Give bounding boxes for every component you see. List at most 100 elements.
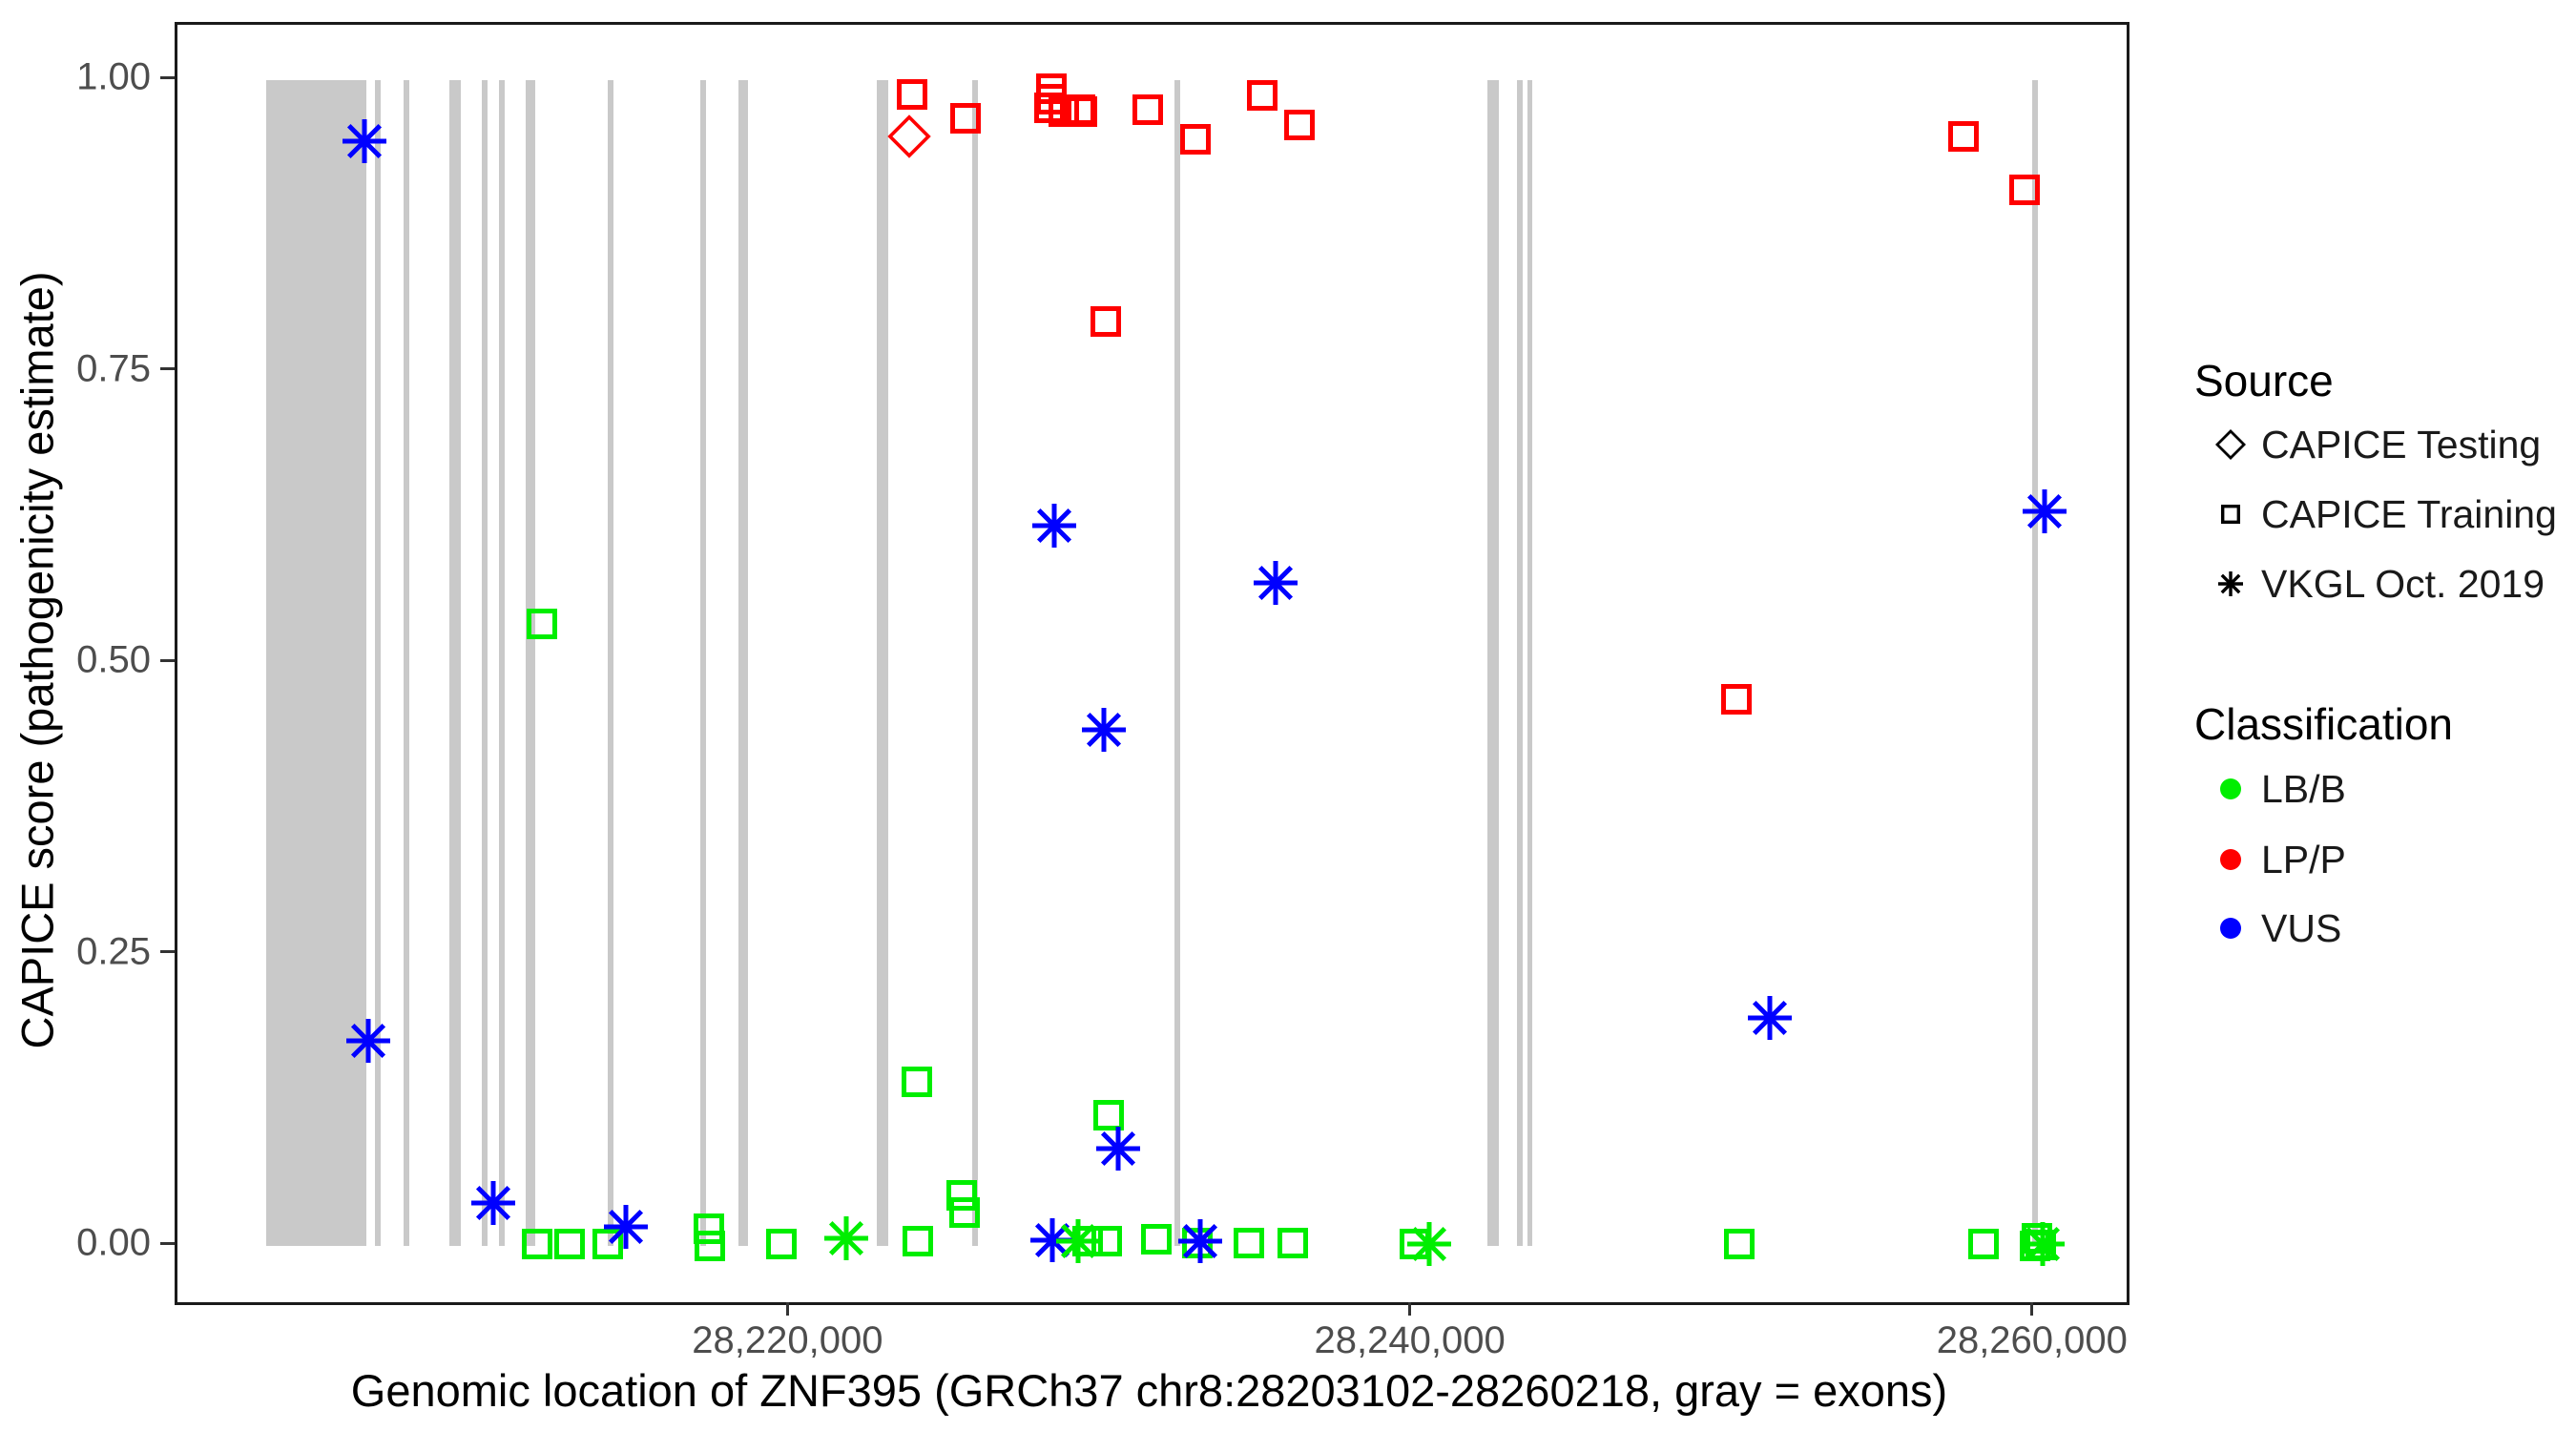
data-point-square: [1720, 683, 1753, 716]
data-point-square: [1723, 1228, 1755, 1260]
y-axis-tick: [160, 950, 175, 954]
y-axis-tick: [160, 658, 175, 662]
data-point-asterisk: [602, 1203, 650, 1251]
source-legend-label: CAPICE Training: [2261, 491, 2557, 536]
y-axis-tick-label: 0.50: [76, 638, 151, 681]
classification-legend-label: LP/P: [2261, 837, 2346, 881]
x-axis-tick-label: 28,240,000: [1314, 1319, 1506, 1361]
data-point-asterisk: [1405, 1220, 1453, 1268]
classification-legend-title: Classification: [2194, 699, 2453, 749]
classification-legend-item: LP/P: [2204, 836, 2346, 883]
circle-icon: [2204, 847, 2257, 872]
data-point-square: [945, 1179, 978, 1212]
exon-band: [404, 80, 409, 1247]
data-point-square: [1277, 1227, 1309, 1259]
data-point-square: [765, 1228, 798, 1260]
source-legend-label: CAPICE Testing: [2261, 422, 2542, 467]
data-point-asterisk: [469, 1179, 517, 1227]
data-point-square: [948, 1196, 981, 1229]
x-axis-tick-label: 28,260,000: [1936, 1319, 2128, 1361]
source-legend-item: CAPICE Testing: [2204, 421, 2541, 468]
data-point-asterisk: [1054, 1217, 1102, 1265]
data-point-diamond: [887, 114, 931, 158]
data-point-asterisk: [1094, 1125, 1142, 1172]
exon-band: [700, 80, 706, 1247]
exon-band: [1517, 80, 1523, 1247]
exon-band: [449, 80, 461, 1247]
exon-band: [877, 80, 888, 1247]
data-point-asterisk: [344, 1017, 392, 1065]
data-point-asterisk: [1080, 706, 1128, 754]
x-axis-tick: [2030, 1302, 2034, 1316]
y-axis-tick-label: 0.75: [76, 347, 151, 390]
plot-panel: [175, 22, 2129, 1305]
y-axis-tick: [160, 367, 175, 371]
data-point-asterisk: [1746, 994, 1794, 1042]
data-point-square: [896, 78, 928, 111]
data-point-square: [1092, 1099, 1125, 1131]
data-point-asterisk: [822, 1214, 870, 1262]
data-point-square: [1048, 95, 1080, 128]
x-axis-title: Genomic location of ZNF395 (GRCh37 chr8:…: [350, 1365, 1948, 1416]
data-point-square: [693, 1213, 725, 1245]
source-legend-title: Source: [2194, 356, 2334, 405]
diamond-icon: [2204, 429, 2257, 460]
x-axis-tick: [785, 1302, 789, 1316]
data-point-square: [1132, 93, 1164, 126]
exon-band: [1174, 80, 1180, 1247]
data-point-square: [526, 608, 558, 640]
data-point-square: [1233, 1227, 1265, 1259]
y-axis-tick: [160, 75, 175, 79]
data-point-square: [1947, 120, 1980, 153]
exon-band: [738, 80, 748, 1247]
classification-legend-item: VUS: [2204, 904, 2341, 952]
exon-band: [375, 80, 381, 1247]
source-legend-item: VKGL Oct. 2019: [2204, 560, 2545, 608]
data-point-asterisk: [1030, 502, 1078, 550]
exon-band: [608, 80, 613, 1247]
data-point-asterisk: [1176, 1217, 1224, 1265]
y-axis-tick-label: 0.00: [76, 1221, 151, 1264]
source-legend-item: CAPICE Training: [2204, 490, 2557, 538]
data-point-square: [1066, 95, 1098, 128]
data-point-square: [694, 1230, 726, 1262]
exon-band: [499, 80, 505, 1247]
exon-band: [266, 80, 366, 1247]
circle-icon: [2204, 777, 2257, 801]
x-axis-tick: [1408, 1302, 1412, 1316]
data-point-square: [901, 1066, 933, 1098]
data-point-square: [592, 1228, 624, 1260]
data-point-square: [1140, 1223, 1173, 1255]
data-point-square: [521, 1228, 553, 1260]
data-point-asterisk: [341, 117, 388, 165]
data-point-asterisk: [2019, 1220, 2067, 1268]
data-point-square: [949, 102, 982, 135]
classification-legend-label: VUS: [2261, 905, 2342, 950]
asterisk-icon: [2204, 570, 2257, 598]
data-point-asterisk: [1252, 559, 1299, 607]
x-axis-tick-label: 28,220,000: [692, 1319, 883, 1361]
data-point-square: [902, 1225, 934, 1257]
exon-band: [1487, 80, 1499, 1247]
data-point-square: [1283, 109, 1316, 141]
circle-icon: [2204, 916, 2257, 941]
exon-band: [972, 80, 978, 1247]
classification-legend-label: LB/B: [2261, 766, 2346, 811]
exon-band: [1527, 80, 1532, 1247]
data-point-square: [2008, 174, 2041, 206]
source-legend-label: VKGL Oct. 2019: [2261, 561, 2545, 606]
data-point-square: [1967, 1228, 2000, 1260]
exon-band: [526, 80, 535, 1247]
data-point-square: [1246, 79, 1278, 112]
classification-legend-item: LB/B: [2204, 765, 2346, 813]
data-point-asterisk: [2021, 487, 2068, 535]
data-point-square: [1090, 305, 1122, 338]
square-icon: [2204, 504, 2257, 525]
exon-band: [2032, 80, 2039, 1247]
y-axis-tick-label: 1.00: [76, 55, 151, 98]
y-axis-tick-label: 0.25: [76, 930, 151, 973]
data-point-square: [1179, 123, 1212, 156]
data-point-square: [553, 1228, 586, 1260]
exon-band: [482, 80, 488, 1247]
